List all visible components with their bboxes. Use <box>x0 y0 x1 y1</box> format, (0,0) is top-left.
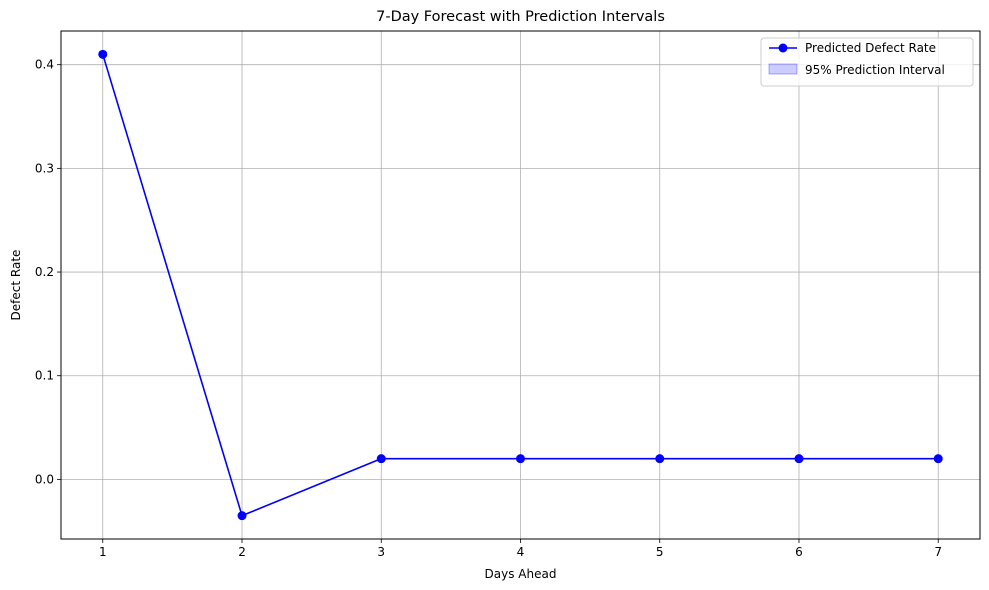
legend-interval-swatch <box>768 63 798 75</box>
x-tick-label: 2 <box>238 545 246 559</box>
ticks: 1 2 3 4 5 6 7 0.0 0.1 0.2 0.3 0.4 <box>35 58 942 559</box>
x-tick-label: 5 <box>656 545 664 559</box>
data-point <box>237 511 247 521</box>
legend: Predicted Defect Rate 95% Prediction Int… <box>760 37 974 87</box>
chart-title: 7-Day Forecast with Prediction Intervals <box>376 9 665 25</box>
data-point <box>933 454 943 464</box>
series-layer <box>98 49 943 521</box>
legend-box <box>760 37 974 87</box>
y-tick-label: 0.1 <box>35 369 54 383</box>
y-tick-label: 0.4 <box>35 58 54 72</box>
x-tick-label: 1 <box>99 545 107 559</box>
y-tick-label: 0.0 <box>35 472 54 486</box>
legend-label-predicted: Predicted Defect Rate <box>805 41 936 55</box>
legend-marker-swatch <box>778 43 788 53</box>
y-axis-label: Defect Rate <box>9 250 23 321</box>
data-point <box>98 49 108 59</box>
data-point <box>655 454 665 464</box>
y-tick-label: 0.2 <box>35 265 54 279</box>
y-tick-label: 0.3 <box>35 161 54 175</box>
data-point <box>516 454 525 464</box>
legend-label-interval: 95% Prediction Interval <box>805 63 945 77</box>
x-tick-label: 6 <box>795 545 803 559</box>
data-point <box>376 454 386 464</box>
x-axis-label: Days Ahead <box>485 567 557 581</box>
x-tick-label: 4 <box>517 545 525 559</box>
grid <box>61 31 980 539</box>
x-tick-label: 7 <box>934 545 942 559</box>
data-point <box>794 454 804 464</box>
x-tick-label: 3 <box>377 545 385 559</box>
